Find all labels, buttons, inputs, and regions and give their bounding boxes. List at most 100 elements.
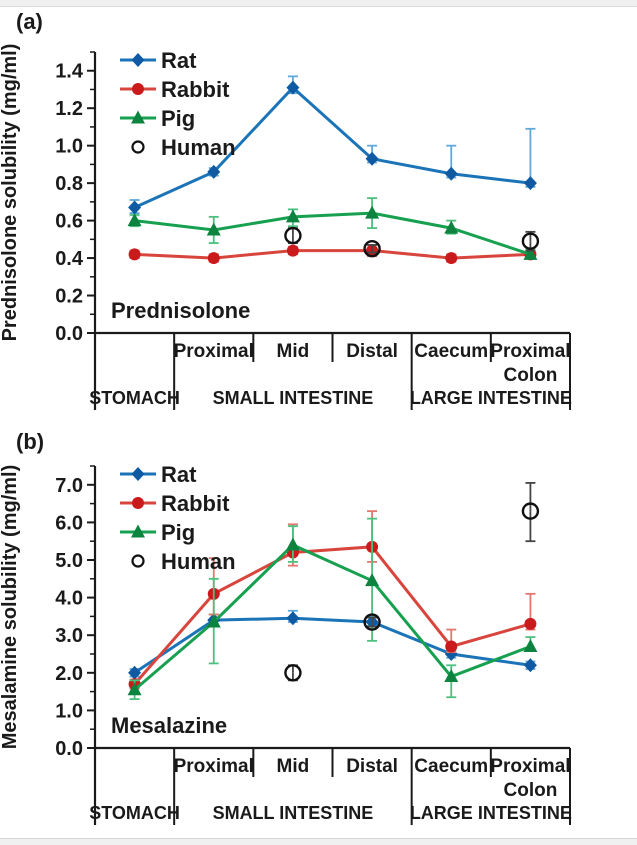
series-rat — [128, 75, 537, 215]
legend-item-rat: Rat — [120, 462, 197, 487]
y-tick-label: 1.0 — [55, 700, 83, 722]
series-pig — [127, 517, 538, 701]
rabbit-circle-marker — [207, 252, 220, 265]
region-group-label: STOMACH — [89, 388, 180, 408]
rabbit-circle-marker — [445, 640, 458, 653]
legend-item-pig: Pig — [120, 520, 195, 545]
x-axis-table: Proximal Mid Distal Caecum ProximalColonSTOM… — [89, 333, 572, 410]
panel-a: 0.0 0.2 0.4 0.6 0.8 1.0 1.2 1.4 Prednisolone sol… — [0, 44, 572, 410]
drug-label: Prednisolone — [111, 298, 250, 323]
rabbit-legend-marker — [132, 83, 144, 95]
y-tick-label: 0.2 — [55, 286, 83, 308]
y-tick-label: 0.8 — [55, 173, 83, 195]
human-open-circle-marker — [363, 613, 381, 631]
rat-diamond-marker — [128, 200, 142, 215]
legend-item-rat: Rat — [120, 48, 197, 73]
rat-diamond-marker — [128, 665, 142, 680]
human-open-circle-marker — [521, 232, 540, 250]
series-line — [134, 211, 531, 256]
region-group-label: SMALL INTESTINE — [213, 803, 374, 823]
y-tick-label: 3.0 — [55, 625, 83, 647]
y-axis: 0.0 0.2 0.4 0.6 0.8 1.0 1.2 1.4 — [55, 51, 570, 410]
segment-label: Caecum — [414, 341, 488, 362]
pig-legend-marker — [131, 524, 145, 538]
rabbit-circle-marker — [286, 244, 299, 257]
pig-triangle-marker — [365, 573, 380, 587]
segment-label: Distal — [346, 756, 398, 777]
pig-triangle-marker — [444, 669, 459, 683]
rat-diamond-marker — [444, 166, 458, 181]
pig-triangle-marker — [365, 205, 380, 219]
legend-label: Rabbit — [161, 77, 230, 102]
human-open-circle-marker — [363, 239, 381, 258]
panel-a-label: (a) — [16, 9, 43, 34]
y-tick-label: 0.0 — [55, 738, 83, 760]
legend-label: Rat — [161, 48, 197, 73]
legend-label: Rabbit — [161, 491, 230, 516]
segment-label: Caecum — [414, 756, 488, 777]
series-human — [284, 482, 540, 682]
bottom-border — [0, 838, 637, 845]
y-tick-label: 0.0 — [55, 323, 83, 345]
series-rabbit — [128, 244, 537, 265]
y-axis-title: Prednisolone solubility (mg/ml) — [0, 44, 21, 342]
pig-triangle-marker — [127, 682, 142, 696]
segment-label: Proximal — [490, 341, 570, 362]
pig-triangle-marker — [444, 220, 459, 234]
pig-legend-marker — [131, 110, 145, 124]
pig-triangle-marker — [285, 209, 300, 223]
series-human — [284, 226, 540, 258]
rat-diamond-marker — [207, 164, 221, 179]
rabbit-circle-marker — [445, 252, 458, 265]
region-group-label: LARGE INTESTINE — [410, 803, 572, 823]
rat-legend-marker — [131, 53, 145, 67]
legend-label: Human — [161, 549, 236, 574]
pig-triangle-marker — [206, 222, 221, 236]
legend-label: Pig — [161, 106, 195, 131]
human-legend-marker — [131, 140, 145, 154]
rat-diamond-marker — [523, 658, 537, 673]
legend-item-pig: Pig — [120, 106, 195, 131]
region-group-label: STOMACH — [89, 803, 180, 823]
legend-item-human: Human — [131, 135, 236, 160]
segment-label: Proximal — [174, 756, 254, 777]
panel-b-label: (b) — [16, 429, 45, 454]
legend-item-human: Human — [131, 549, 236, 574]
legend: Rat Rabbit Pig Human — [120, 462, 236, 574]
rabbit-circle-marker — [524, 617, 537, 630]
rat-diamond-marker — [365, 151, 379, 166]
human-legend-marker — [131, 554, 145, 568]
region-group-label: SMALL INTESTINE — [213, 388, 374, 408]
x-axis-table: Proximal Mid Distal Caecum ProximalColonSTOM… — [89, 748, 572, 825]
legend-item-rabbit: Rabbit — [120, 491, 230, 516]
rat-legend-marker — [131, 467, 145, 481]
region-group-label: LARGE INTESTINE — [410, 388, 572, 408]
segment-label: Colon — [504, 365, 558, 386]
rat-diamond-marker — [523, 176, 537, 191]
legend-label: Human — [161, 135, 236, 160]
panel-b: 0.0 1.0 2.0 3.0 4.0 5.0 6.0 7.0 Mesalamine solub… — [0, 462, 572, 825]
legend-label: Pig — [161, 520, 195, 545]
y-tick-label: 0.6 — [55, 211, 83, 233]
series-line — [133, 85, 531, 209]
segment-label: Proximal — [174, 341, 254, 362]
series-line — [134, 249, 531, 260]
top-border — [0, 0, 637, 7]
y-tick-label: 1.4 — [55, 61, 84, 83]
y-tick-label: 2.0 — [55, 663, 83, 685]
legend-item-rabbit: Rabbit — [120, 77, 230, 102]
series-line — [133, 545, 531, 686]
rabbit-circle-marker — [128, 248, 141, 261]
y-tick-label: 1.2 — [55, 98, 83, 120]
y-tick-label: 4.0 — [55, 588, 83, 610]
human-open-circle-marker — [521, 502, 540, 520]
y-tick-label: 1.0 — [55, 136, 83, 158]
legend-label: Rat — [161, 462, 197, 487]
rat-diamond-marker — [286, 611, 300, 626]
pig-triangle-marker — [285, 537, 300, 551]
series-line — [133, 543, 531, 691]
y-axis-title: Mesalamine solubility (mg/ml) — [0, 465, 21, 750]
human-open-circle-marker — [284, 664, 302, 682]
y-tick-label: 0.4 — [55, 248, 84, 270]
